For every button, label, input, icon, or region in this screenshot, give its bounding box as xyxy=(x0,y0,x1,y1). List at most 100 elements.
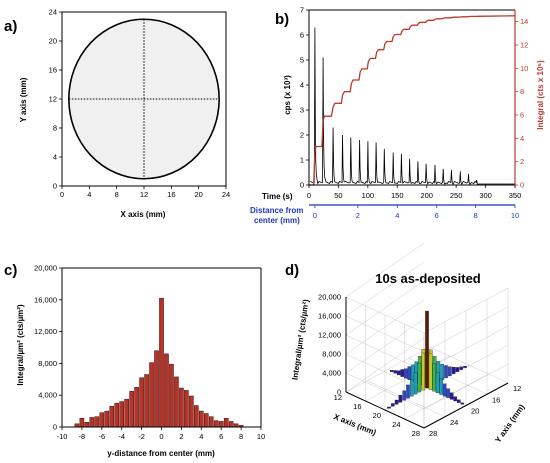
bar3d xyxy=(413,372,418,395)
y-tick-label: 2 xyxy=(300,131,304,140)
y-tick-label: 16 xyxy=(492,395,500,404)
x-tick-label: 12 xyxy=(334,393,342,402)
x-tick-label: 6 xyxy=(219,432,223,441)
x-tick-label: 24 xyxy=(222,190,230,199)
z-tick-label: 8,000 xyxy=(322,350,341,359)
panel-b-distance-label-2: center (mm) xyxy=(254,216,300,225)
x-tick-label: 28 xyxy=(412,429,420,438)
bar3d xyxy=(448,366,452,376)
y-tick-label: 4,000 xyxy=(38,391,57,400)
bar xyxy=(203,413,209,428)
x-tick-label: -4 xyxy=(118,432,125,441)
y-tick-label: 0 xyxy=(53,423,57,432)
bar xyxy=(79,418,85,428)
y2-tick-label: 0 xyxy=(520,181,524,190)
x-tick-label: 300 xyxy=(479,191,492,200)
bar3d xyxy=(404,368,408,379)
bar xyxy=(94,416,100,428)
y-tick-label: 24 xyxy=(49,8,57,17)
distance-tick-label: 10 xyxy=(511,211,519,220)
panel-c-ylabel: Integral/µm² (cts/µm²) xyxy=(16,304,25,386)
distance-tick-label: 6 xyxy=(435,211,439,220)
bar xyxy=(169,363,174,428)
y-tick-label: 16,000 xyxy=(34,295,57,304)
panel-b-xlabel: Time (s) xyxy=(262,192,293,201)
panel-c: c) 0 4,000 8,000 12,000 16,000 20,000 -10 -8 -6 -… xyxy=(4,262,265,458)
panel-c-label: c) xyxy=(4,262,17,279)
bar3d xyxy=(457,399,461,403)
x-tick-label: 50 xyxy=(334,191,342,200)
x-tick-label: 10 xyxy=(257,432,265,441)
bar3d xyxy=(460,402,465,405)
y2-tick-label: 10 xyxy=(520,64,528,73)
x-tick-label: -6 xyxy=(98,432,105,441)
y-tick-label: 5 xyxy=(300,56,304,65)
y-tick-label: 6 xyxy=(300,31,304,40)
y-tick-label: 4 xyxy=(300,81,304,90)
bar3d xyxy=(459,366,463,370)
x-tick-label: -10 xyxy=(57,432,68,441)
panel-d-title: 10s as-deposited xyxy=(375,271,481,286)
y-tick-label: 20 xyxy=(471,407,479,416)
y2-tick-label: 4 xyxy=(520,134,524,143)
z-tick-label: 4,000 xyxy=(322,369,341,378)
y-tick-label: 12 xyxy=(513,384,521,393)
x-tick-label: 20 xyxy=(373,411,381,420)
y-tick-label: 7 xyxy=(300,6,304,15)
bar xyxy=(194,405,199,428)
panel-d-axes: 0 4,000 8,000 12,000 16,000 20,000 12 16 20 24 28 2… xyxy=(318,242,521,438)
x-tick-label: -8 xyxy=(79,432,86,441)
y2-tick-label: 6 xyxy=(520,111,524,120)
x-tick-label: -2 xyxy=(138,432,145,441)
bar3d xyxy=(402,390,406,401)
bar xyxy=(99,412,105,428)
z-tick-label: 12,000 xyxy=(318,331,341,340)
bar3d xyxy=(432,363,436,392)
z-tick-label: 16,000 xyxy=(318,312,341,321)
x-tick-label: 8 xyxy=(115,190,119,199)
bar xyxy=(104,410,110,428)
bar3d xyxy=(440,364,444,381)
bar xyxy=(109,406,115,428)
bar xyxy=(129,390,134,428)
bar3d xyxy=(394,399,399,405)
bar xyxy=(89,417,95,428)
x-tick-label: 24 xyxy=(392,420,400,429)
panel-a: a) 0 4 8 12 16 20 24 0 4 8 12 16 20 24 X axis (mm) Y … xyxy=(4,8,230,220)
panel-d: d) 0 4,000 8,000 12,000 16,000 20,000 12 16 20 24… xyxy=(285,242,527,444)
bar xyxy=(144,374,149,428)
y-tick-label: 1 xyxy=(300,156,304,165)
y-tick-label: 12,000 xyxy=(34,327,57,336)
x-tick-label: 20 xyxy=(194,190,202,199)
x-tick-label: 16 xyxy=(167,190,175,199)
y2-tick-label: 14 xyxy=(520,17,528,26)
x-tick-label: 350 xyxy=(509,191,522,200)
y-tick-label: 20,000 xyxy=(34,264,57,273)
bar3d xyxy=(463,366,467,368)
panel-c-xlabel: y-distance from center (mm) xyxy=(107,449,215,458)
bar3d xyxy=(453,396,457,402)
series-cps-line xyxy=(310,27,515,186)
x-tick-label: 250 xyxy=(450,191,463,200)
panel-c-axes: 0 4,000 8,000 12,000 16,000 20,000 -10 -8 -6 -4 -2… xyxy=(34,264,265,442)
distance-tick-label: 0 xyxy=(313,211,317,220)
bar xyxy=(189,395,194,428)
bar xyxy=(184,390,189,428)
x-tick-label: 0 xyxy=(307,191,311,200)
bar3d xyxy=(417,363,422,393)
bar xyxy=(174,376,179,428)
bar xyxy=(199,410,204,428)
bar3d xyxy=(435,372,440,394)
bar3d xyxy=(439,378,443,395)
y2-tick-label: 8 xyxy=(520,87,524,96)
x-tick-label: 12 xyxy=(140,190,148,199)
x-tick-label: 8 xyxy=(239,432,243,441)
distance-tick-label: 2 xyxy=(356,211,360,220)
panel-b-label: b) xyxy=(275,11,289,28)
bar xyxy=(134,387,139,428)
panel-b-distance-label-1: Distance from xyxy=(250,206,303,215)
y-tick-label: 4 xyxy=(53,153,57,162)
panel-a-axes: 0 4 8 12 16 20 24 0 4 8 12 16 20 24 xyxy=(49,8,231,200)
x-tick-label: 100 xyxy=(362,191,375,200)
